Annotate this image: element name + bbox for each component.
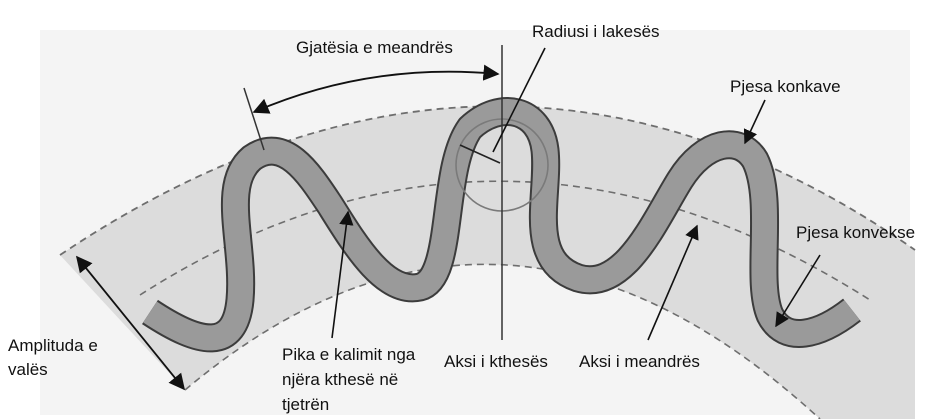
- meander-length-arrow: [252, 64, 500, 114]
- amplitude-arrow: [75, 255, 186, 391]
- label-loop-radius: Radiusi i lakesës: [532, 22, 660, 41]
- inflection-pointer: [331, 210, 354, 339]
- meander-axis-pointer: [647, 224, 699, 341]
- label-meander-axis: Aksi i meandrës: [579, 352, 700, 371]
- label-bend-axis: Aksi i kthesës: [444, 352, 548, 371]
- label-concave-part: Pjesa konkave: [730, 77, 841, 96]
- label-inflection-line3: tjetrën: [282, 395, 330, 414]
- meander-length-tick: [243, 87, 265, 151]
- label-meander-length: Gjatësia e meandrës: [296, 38, 453, 57]
- label-wave-amplitude-line1: Amplituda e: [8, 336, 98, 355]
- meander-belt-band: [60, 106, 915, 419]
- convex-pointer: [775, 254, 821, 328]
- label-convex-part: Pjesa konvekse: [796, 223, 916, 242]
- label-inflection-line2: njëra kthesë në: [282, 370, 399, 389]
- label-wave-amplitude-line2: valës: [8, 360, 48, 379]
- concave-pointer: [743, 99, 766, 145]
- radius-pointer: [492, 47, 546, 153]
- label-inflection-line1: Pika e kalimit nga: [282, 345, 416, 364]
- loop-radius-line: [459, 144, 501, 164]
- meandering-river-fill: [143, 99, 860, 351]
- belt-outer-edge: [59, 105, 916, 256]
